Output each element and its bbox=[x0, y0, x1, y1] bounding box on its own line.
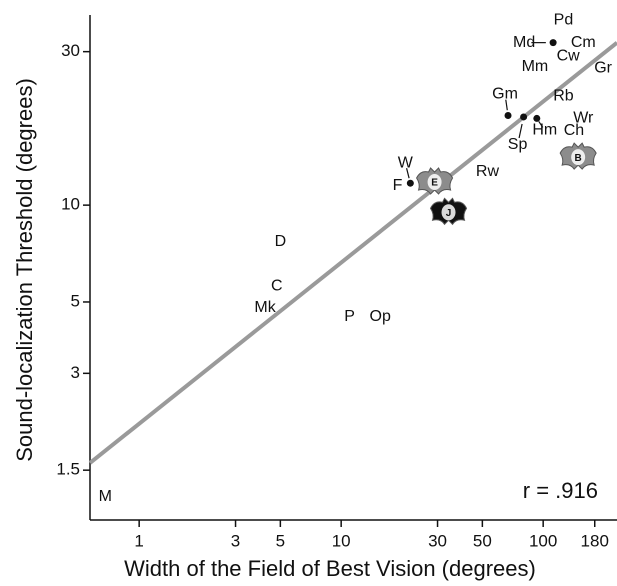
point-label: Pd bbox=[554, 11, 574, 28]
fit-line bbox=[88, 41, 617, 465]
bat-icon: B bbox=[559, 142, 597, 170]
point-label: D bbox=[275, 233, 287, 250]
y-tick-label: 30 bbox=[61, 41, 80, 60]
x-tick-label: 10 bbox=[332, 531, 351, 550]
leader-line bbox=[538, 121, 544, 128]
bat-icon: E bbox=[415, 167, 454, 195]
x-tick-label: 5 bbox=[276, 531, 285, 550]
point-label: Rw bbox=[476, 163, 500, 180]
x-tick-label: 3 bbox=[231, 531, 240, 550]
point-label: Cw bbox=[557, 48, 581, 65]
point-label: Cm bbox=[571, 34, 596, 51]
leader-line bbox=[518, 123, 523, 139]
point-label: Sp bbox=[508, 136, 528, 153]
point-label: Op bbox=[370, 308, 391, 325]
bat-body bbox=[427, 174, 442, 191]
bat-body bbox=[441, 204, 456, 221]
bat-letter: B bbox=[575, 153, 582, 164]
bat-letter: E bbox=[431, 178, 438, 189]
y-axis-title: Sound-localization Threshold (degrees) bbox=[12, 78, 37, 462]
y-tick-label: 10 bbox=[61, 195, 80, 214]
y-tick-label: 3 bbox=[71, 363, 80, 382]
point-label: Wr bbox=[573, 110, 594, 127]
leader-line bbox=[505, 99, 508, 111]
point-label: Md bbox=[513, 34, 535, 51]
point-label: Rb bbox=[553, 87, 574, 104]
y-tick-label: 1.5 bbox=[56, 460, 80, 479]
bat-icon: J bbox=[429, 197, 468, 226]
x-tick-label: 100 bbox=[529, 531, 557, 550]
y-tick-label: 5 bbox=[71, 291, 80, 310]
x-tick-label: 30 bbox=[428, 531, 447, 550]
point-label: Ch bbox=[564, 122, 584, 139]
point-label: M bbox=[99, 488, 112, 505]
x-tick-label: 180 bbox=[581, 531, 609, 550]
point-label: Hm bbox=[532, 122, 557, 139]
point bbox=[533, 114, 541, 122]
bat-letter: J bbox=[446, 208, 452, 219]
point-label: Mk bbox=[254, 299, 276, 316]
point-label: W bbox=[398, 154, 414, 171]
point-label: Mm bbox=[522, 58, 549, 75]
point bbox=[406, 179, 414, 187]
x-axis-title: Width of the Field of Best Vision (degre… bbox=[124, 556, 536, 581]
x-tick-label: 50 bbox=[473, 531, 492, 550]
point-label: Gm bbox=[492, 86, 518, 103]
point-label: F bbox=[393, 177, 403, 194]
annotation: r = .916 bbox=[523, 478, 598, 503]
point-label: Gr bbox=[594, 60, 612, 77]
point-label: P bbox=[344, 308, 355, 325]
point bbox=[549, 39, 557, 47]
x-tick-label: 1 bbox=[134, 531, 143, 550]
leader-line bbox=[406, 168, 410, 179]
point-label: C bbox=[271, 277, 283, 294]
point bbox=[504, 111, 512, 119]
bat-body bbox=[571, 149, 586, 166]
point bbox=[520, 113, 528, 121]
